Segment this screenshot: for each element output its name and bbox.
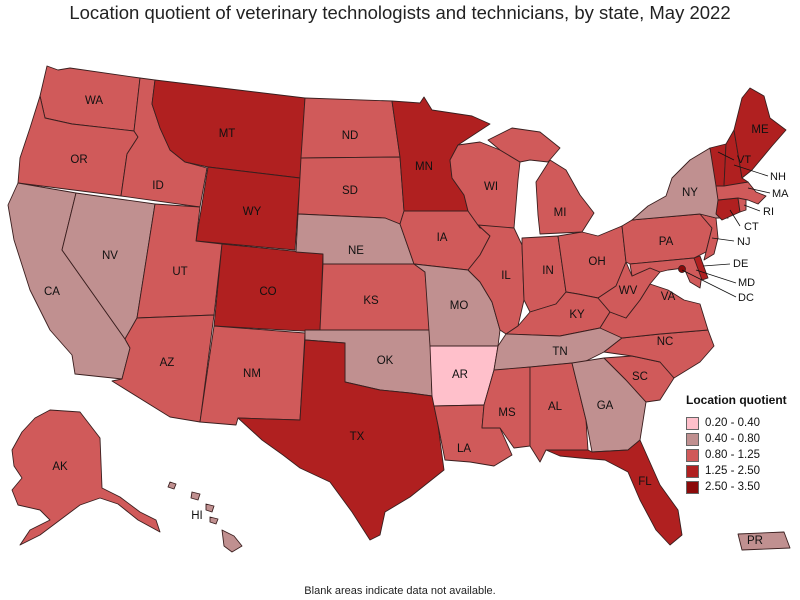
- label-ID: ID: [152, 180, 164, 192]
- state-AK[interactable]: [11, 409, 161, 546]
- legend-title: Location quotient: [686, 393, 787, 407]
- label-NV: NV: [102, 250, 118, 262]
- label-ME: ME: [751, 124, 769, 136]
- label-CT: CT: [744, 221, 759, 233]
- legend-swatch-4: [686, 480, 699, 494]
- label-HI: HI: [191, 510, 203, 522]
- label-WV: WV: [619, 285, 638, 297]
- label-NM: NM: [243, 368, 261, 380]
- leader-RI: [743, 204, 761, 212]
- label-TX: TX: [350, 431, 365, 443]
- label-AL: AL: [548, 401, 563, 413]
- legend-label-4: 2.50 - 3.50: [705, 481, 760, 493]
- label-OK: OK: [377, 355, 394, 367]
- state-NH[interactable]: [723, 129, 749, 187]
- label-AZ: AZ: [160, 357, 175, 369]
- leader-CT: [729, 209, 741, 227]
- map-legend: Location quotient 0.20 - 0.40 0.40 - 0.8…: [686, 393, 796, 495]
- label-MN: MN: [415, 161, 433, 173]
- label-MO: MO: [450, 300, 469, 312]
- state-MA[interactable]: [715, 181, 767, 205]
- leader-NH: [733, 164, 769, 177]
- legend-item-1: 0.40 - 0.80: [686, 431, 796, 447]
- state-TX[interactable]: [237, 339, 445, 541]
- label-MA: MA: [772, 188, 789, 200]
- state-ND[interactable]: [300, 97, 401, 159]
- leader-DE: [702, 263, 731, 267]
- label-KY: KY: [569, 309, 585, 321]
- label-VA: VA: [661, 291, 676, 303]
- label-FL: FL: [638, 476, 652, 488]
- leader-NJ: [711, 237, 735, 242]
- label-MI: MI: [554, 207, 567, 219]
- legend-item-4: 2.50 - 3.50: [686, 479, 796, 495]
- leader-VT: [717, 151, 735, 161]
- legend-label-2: 0.80 - 1.25: [705, 449, 760, 461]
- legend-item-3: 1.25 - 2.50: [686, 463, 796, 479]
- label-WY: WY: [243, 206, 262, 218]
- state-NJ[interactable]: [699, 213, 719, 261]
- legend-label-3: 1.25 - 2.50: [705, 465, 760, 477]
- label-CO: CO: [259, 286, 276, 298]
- label-NE: NE: [348, 245, 364, 257]
- legend-swatch-1: [686, 432, 699, 446]
- legend-swatch-0: [686, 416, 699, 430]
- label-UT: UT: [172, 266, 187, 278]
- state-FL[interactable]: [545, 439, 683, 546]
- state-MI[interactable]: [487, 127, 595, 235]
- map-title: Location quotient of veterinary technolo…: [69, 2, 731, 23]
- label-KS: KS: [363, 295, 379, 307]
- label-IL: IL: [501, 270, 511, 282]
- label-IA: IA: [437, 232, 448, 244]
- label-NC: NC: [657, 336, 674, 348]
- label-NH: NH: [770, 171, 786, 183]
- state-WY[interactable]: [195, 166, 301, 251]
- legend-label-0: 0.20 - 0.40: [705, 417, 760, 429]
- leader-MA: [747, 187, 771, 194]
- state-ME[interactable]: [733, 87, 787, 179]
- label-PA: PA: [659, 236, 674, 248]
- legend-label-1: 0.40 - 0.80: [705, 433, 760, 445]
- label-ND: ND: [342, 130, 359, 142]
- state-DE[interactable]: [693, 255, 709, 281]
- label-AR: AR: [452, 369, 468, 381]
- label-WI: WI: [484, 181, 498, 193]
- label-PR: PR: [747, 535, 763, 547]
- label-WA: WA: [85, 95, 103, 107]
- state-CT[interactable]: [715, 197, 741, 221]
- label-CA: CA: [44, 286, 60, 298]
- state-HI[interactable]: [221, 529, 243, 553]
- label-NY: NY: [682, 187, 698, 199]
- legend-item-0: 0.20 - 0.40: [686, 415, 796, 431]
- label-MS: MS: [498, 407, 516, 419]
- label-IN: IN: [542, 265, 554, 277]
- label-DC: DC: [738, 292, 754, 304]
- label-MT: MT: [219, 128, 236, 140]
- label-VT: VT: [737, 154, 751, 166]
- label-TN: TN: [552, 346, 567, 358]
- label-OH: OH: [588, 256, 605, 268]
- label-GA: GA: [597, 400, 614, 412]
- footnote: Blank areas indicate data not available.: [304, 585, 496, 597]
- leader-MD: [695, 269, 737, 284]
- label-NJ: NJ: [737, 236, 750, 248]
- label-SD: SD: [342, 185, 358, 197]
- label-OR: OR: [70, 154, 87, 166]
- label-RI: RI: [763, 206, 774, 218]
- label-LA: LA: [457, 443, 471, 455]
- territory-PR[interactable]: [737, 531, 791, 551]
- leader-DC: [681, 269, 737, 298]
- label-SC: SC: [632, 371, 648, 383]
- state-HI-islands: [167, 481, 219, 525]
- label-AK: AK: [52, 461, 68, 473]
- legend-swatch-3: [686, 464, 699, 478]
- state-AZ[interactable]: [111, 314, 215, 423]
- legend-item-2: 0.80 - 1.25: [686, 447, 796, 463]
- label-DE: DE: [733, 258, 748, 270]
- legend-swatch-2: [686, 448, 699, 462]
- label-MD: MD: [738, 277, 755, 289]
